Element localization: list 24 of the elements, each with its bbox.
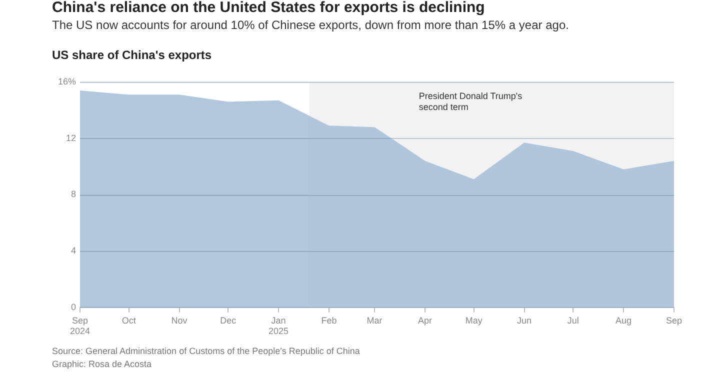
x-tick-label: Jan 2025 [268,315,289,336]
y-tick-label: 8 [70,189,76,200]
x-tick-label: Jun [517,315,532,326]
y-tick-label: 0 [70,302,76,312]
y-axis-title: US share of China's exports [52,48,212,62]
x-tick-label: Mar [366,315,382,326]
x-tick-label: Jul [567,315,579,326]
x-tick-label: Dec [220,315,237,326]
source-note: Source: General Administration of Customs of the People's Republic of China [52,346,360,356]
chart-subtitle: The US now accounts for around 10% of Chinese exports, down from more than 15% a year ago. [52,18,569,32]
x-tick-label: Oct [122,315,136,326]
x-tick-label: Aug [616,315,632,326]
x-tick-label: Nov [171,315,188,326]
text: Graphic: Rosa de Acosta [52,359,152,369]
y-tick-label: 16% [58,76,76,86]
y-tick-label: 4 [70,246,76,256]
chart-title: China's reliance on the United States for exports is declining [52,0,485,16]
x-tick-label: Feb [321,315,337,326]
x-tick-label: Apr [418,315,432,326]
x-tick-label: May [465,315,483,326]
x-tick-label: Sep 2024 [70,315,90,336]
x-tick-label: Sep [666,315,682,326]
band-label: President Donald Trump's second term [418,90,523,112]
y-tick-label: 12 [66,132,76,143]
